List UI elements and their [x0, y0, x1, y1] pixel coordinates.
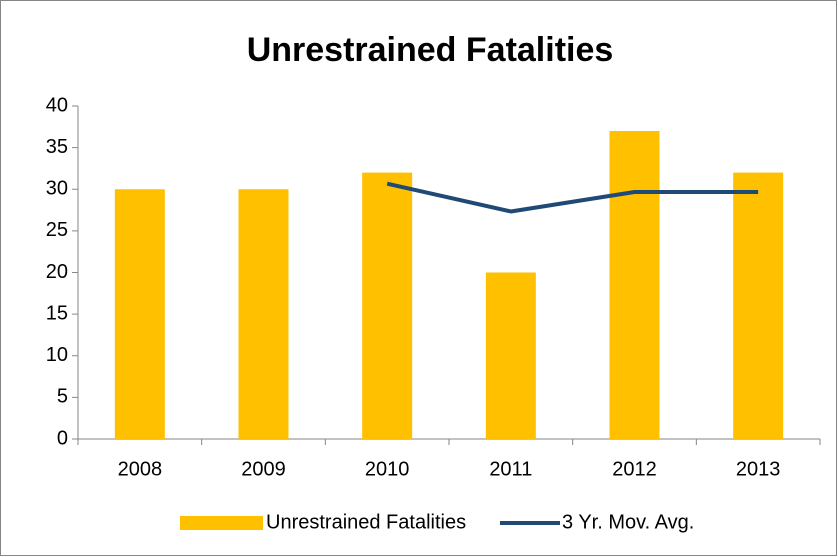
bar — [485, 272, 536, 439]
bar — [238, 189, 289, 439]
y-tick-label: 25 — [46, 219, 68, 241]
bar — [114, 189, 165, 439]
x-tick-label: 2013 — [736, 458, 781, 480]
x-tick-label: 2011 — [489, 458, 532, 480]
legend-label: 3 Yr. Mov. Avg. — [562, 511, 694, 533]
chart-title: Unrestrained Fatalities — [247, 31, 614, 69]
legend-swatch — [180, 516, 263, 530]
y-tick-label: 10 — [46, 344, 68, 366]
y-tick-label: 15 — [46, 302, 68, 324]
y-tick-label: 0 — [57, 427, 68, 449]
bar — [733, 172, 784, 439]
y-tick-label: 30 — [46, 178, 68, 200]
x-tick-label: 2009 — [241, 458, 286, 480]
x-tick-label: 2012 — [612, 458, 657, 480]
bar — [362, 172, 413, 439]
line — [386, 181, 759, 214]
legend-label: Unrestrained Fatalities — [266, 511, 466, 533]
y-tick-label: 20 — [46, 261, 68, 283]
x-tick-label: 2008 — [118, 458, 163, 480]
y-tick-label: 5 — [57, 386, 68, 408]
y-tick-label: 40 — [46, 94, 68, 116]
y-tick-label: 35 — [46, 136, 68, 158]
bar — [609, 130, 660, 439]
x-tick-label: 2010 — [365, 458, 410, 480]
